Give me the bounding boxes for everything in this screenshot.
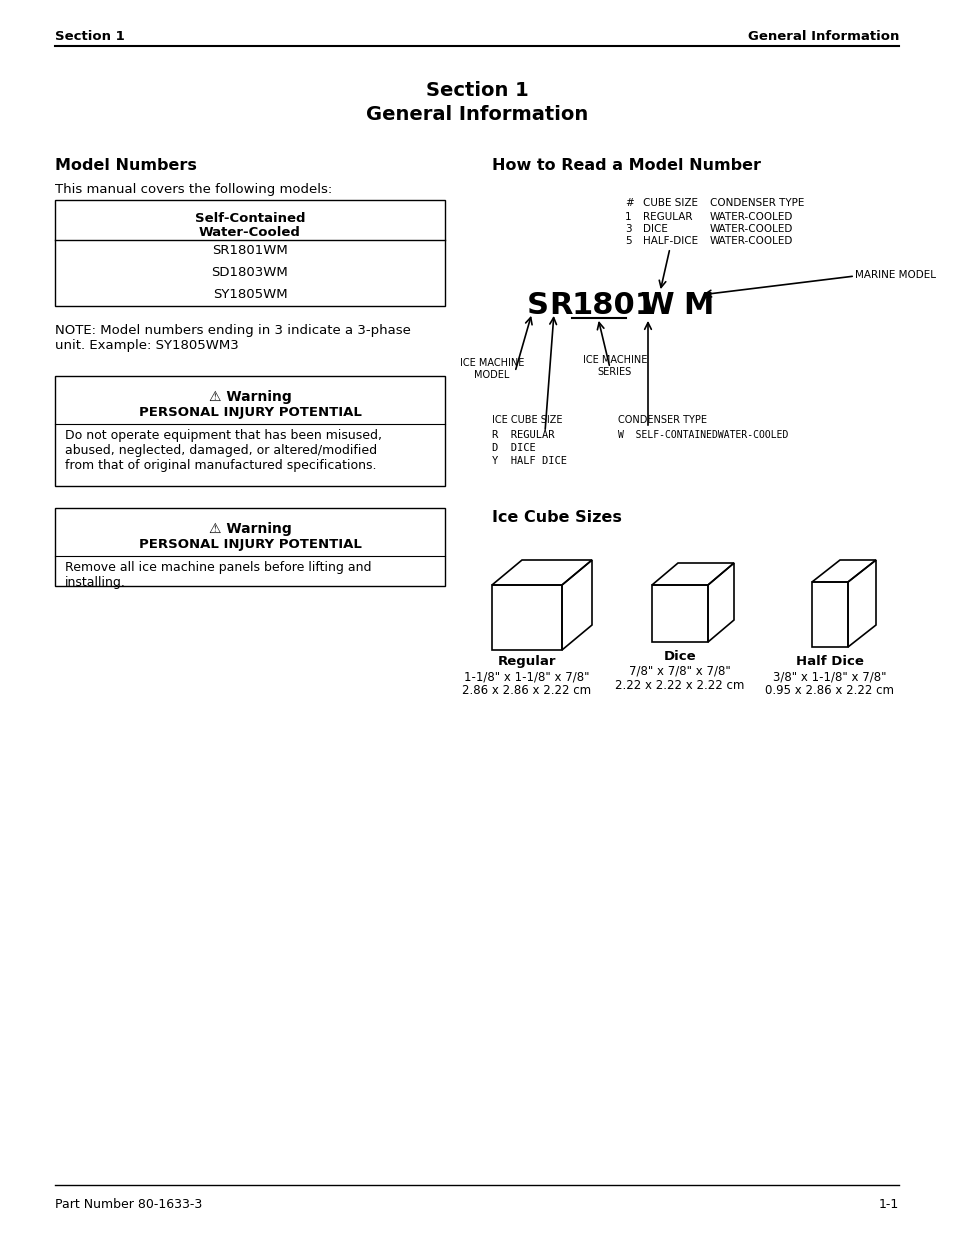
Text: Model Numbers: Model Numbers [55, 158, 196, 173]
Text: R: R [548, 290, 572, 320]
Text: R  REGULAR: R REGULAR [492, 430, 554, 440]
Text: Dice: Dice [663, 650, 696, 663]
Text: Ice Cube Sizes: Ice Cube Sizes [492, 510, 621, 525]
Text: D  DICE: D DICE [492, 443, 536, 453]
Text: Y  HALF DICE: Y HALF DICE [492, 456, 566, 466]
Text: W: W [639, 290, 673, 320]
Text: WATER-COOLED: WATER-COOLED [709, 224, 793, 233]
Text: 0.95 x 2.86 x 2.22 cm: 0.95 x 2.86 x 2.22 cm [764, 684, 894, 697]
Text: Half Dice: Half Dice [795, 655, 863, 668]
Text: Self-Contained: Self-Contained [194, 212, 305, 225]
Text: Do not operate equipment that has been misused,
abused, neglected, damaged, or a: Do not operate equipment that has been m… [65, 429, 381, 472]
Text: S: S [526, 290, 548, 320]
Text: 3/8" x 1-1/8" x 7/8": 3/8" x 1-1/8" x 7/8" [773, 671, 886, 683]
Text: WATER-COOLED: WATER-COOLED [709, 236, 793, 246]
Text: PERSONAL INJURY POTENTIAL: PERSONAL INJURY POTENTIAL [138, 538, 361, 551]
Text: W  SELF-CONTAINEDWATER-COOLED: W SELF-CONTAINEDWATER-COOLED [618, 430, 787, 440]
Text: CUBE SIZE: CUBE SIZE [642, 198, 698, 207]
Text: REGULAR: REGULAR [642, 212, 692, 222]
Text: 1: 1 [624, 212, 631, 222]
Text: PERSONAL INJURY POTENTIAL: PERSONAL INJURY POTENTIAL [138, 406, 361, 419]
Text: #: # [624, 198, 633, 207]
Text: 5: 5 [624, 236, 631, 246]
Text: Section 1: Section 1 [55, 30, 125, 42]
Text: WATER-COOLED: WATER-COOLED [709, 212, 793, 222]
Text: 7/8" x 7/8" x 7/8": 7/8" x 7/8" x 7/8" [628, 664, 730, 678]
Text: Section 1: Section 1 [425, 80, 528, 100]
Text: SR1801WM: SR1801WM [212, 245, 288, 258]
Text: SD1803WM: SD1803WM [212, 267, 288, 279]
Text: DICE: DICE [642, 224, 667, 233]
Text: 2.86 x 2.86 x 2.22 cm: 2.86 x 2.86 x 2.22 cm [462, 684, 591, 697]
Text: Remove all ice machine panels before lifting and
installing.: Remove all ice machine panels before lif… [65, 561, 371, 589]
Text: 1-1: 1-1 [878, 1198, 898, 1212]
Text: SY1805WM: SY1805WM [213, 289, 287, 301]
Text: General Information: General Information [366, 105, 587, 125]
Bar [55, 200, 444, 306]
Text: Regular: Regular [497, 655, 556, 668]
Text: HALF-DICE: HALF-DICE [642, 236, 698, 246]
Text: M: M [682, 290, 713, 320]
Text: How to Read a Model Number: How to Read a Model Number [492, 158, 760, 173]
Text: Water-Cooled: Water-Cooled [199, 226, 300, 240]
Text: 2.22 x 2.22 x 2.22 cm: 2.22 x 2.22 x 2.22 cm [615, 679, 744, 692]
Bar [55, 375, 444, 487]
Text: Part Number 80-1633-3: Part Number 80-1633-3 [55, 1198, 202, 1212]
Text: ICE MACHINE
SERIES: ICE MACHINE SERIES [582, 354, 646, 377]
Text: CONDENSER TYPE: CONDENSER TYPE [709, 198, 803, 207]
Text: 1-1/8" x 1-1/8" x 7/8": 1-1/8" x 1-1/8" x 7/8" [464, 671, 589, 683]
Text: NOTE: Model numbers ending in 3 indicate a 3-phase
unit. Example: SY1805WM3: NOTE: Model numbers ending in 3 indicate… [55, 324, 411, 352]
Text: 3: 3 [624, 224, 631, 233]
Text: ICE CUBE SIZE: ICE CUBE SIZE [492, 415, 562, 425]
Text: General Information: General Information [747, 30, 898, 42]
Bar [55, 508, 444, 585]
Text: CONDENSER TYPE: CONDENSER TYPE [618, 415, 706, 425]
Text: ICE MACHINE
MODEL: ICE MACHINE MODEL [459, 358, 523, 379]
Text: 1801: 1801 [572, 290, 657, 320]
Text: This manual covers the following models:: This manual covers the following models: [55, 183, 332, 196]
Text: ⚠ Warning: ⚠ Warning [209, 390, 291, 404]
Text: MARINE MODEL: MARINE MODEL [854, 270, 935, 280]
Text: ⚠ Warning: ⚠ Warning [209, 522, 291, 536]
